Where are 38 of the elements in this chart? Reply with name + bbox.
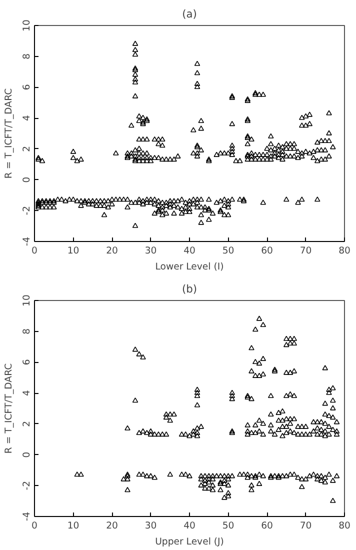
y-tick-label: -4 (22, 512, 32, 522)
x-tick-label: 70 (300, 246, 312, 256)
y-axis-title: R = T_ICFT/T_DARC (4, 88, 14, 179)
x-tick-label: 60 (261, 520, 273, 532)
x-tick-label: 20 (106, 520, 118, 532)
x-tick-label: 60 (261, 246, 273, 256)
y-tick-label: 2 (22, 420, 32, 427)
x-tick-label: 30 (144, 246, 157, 256)
x-tick-label: 30 (144, 520, 157, 532)
y-tick-label: -2 (22, 480, 32, 490)
chart-title: (a) (182, 8, 197, 20)
x-tick-label: 50 (222, 520, 234, 532)
y-tick-label: 6 (22, 84, 32, 90)
y-tick-label: 0 (22, 452, 32, 458)
y-tick-label: 10 (22, 294, 32, 306)
y-tick-label: 8 (22, 53, 32, 60)
y-tick-label: 10 (22, 20, 32, 32)
chart-title: (b) (182, 282, 198, 296)
y-axis-title: R = T_ICFT/T_DARC (4, 363, 14, 454)
y-tick-label: -2 (22, 206, 32, 216)
y-tick-label: 6 (22, 359, 32, 366)
x-tick-label: 40 (184, 520, 196, 532)
x-tick-label: 80 (338, 246, 350, 256)
y-tick-label: 2 (22, 146, 32, 152)
x-tick-label: 10 (67, 520, 80, 532)
y-tick-label: 8 (22, 328, 32, 334)
y-tick-label: -4 (22, 236, 32, 246)
x-axis-title: Lower Level (I) (155, 262, 224, 272)
y-tick-label: 0 (22, 176, 32, 183)
x-tick-label: 50 (222, 246, 234, 256)
x-tick-label: 10 (67, 246, 80, 256)
y-tick-label: 4 (22, 115, 32, 122)
x-tick-label: 80 (338, 520, 350, 532)
x-tick-label: 40 (184, 246, 196, 256)
x-axis-title: Upper Level (J) (155, 536, 224, 548)
x-tick-label: 20 (106, 246, 118, 256)
x-tick-label: 70 (300, 520, 312, 532)
y-tick-label: 4 (22, 390, 32, 396)
